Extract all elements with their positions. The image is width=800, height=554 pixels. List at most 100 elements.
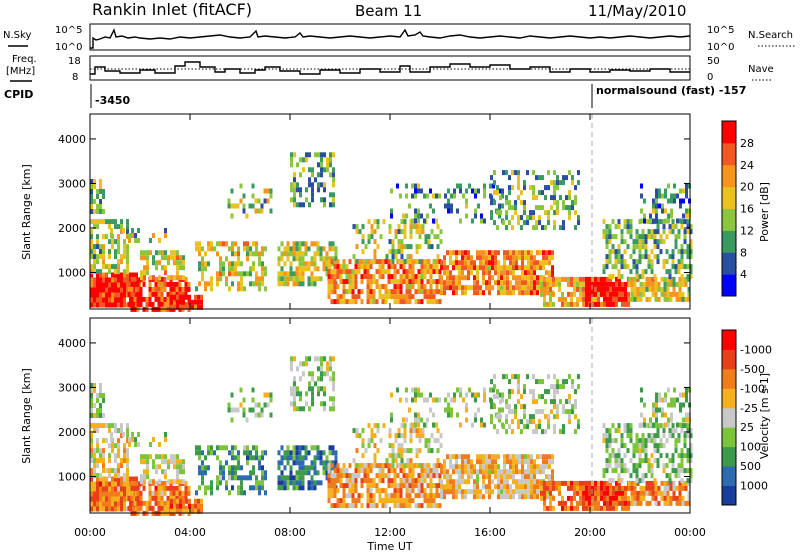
power-cell (327, 264, 331, 270)
velocity-cell (524, 479, 527, 485)
power-cell (198, 261, 201, 267)
power-cell (394, 229, 398, 235)
power-cell (490, 210, 493, 216)
power-cell (252, 261, 255, 267)
power-cell (96, 292, 99, 298)
power-cell (260, 203, 264, 209)
power-cell (169, 286, 173, 292)
power-cell (348, 279, 352, 285)
power-cell (90, 287, 93, 293)
power-cell (405, 213, 408, 219)
power-cell (420, 289, 424, 295)
power-cell (333, 299, 337, 305)
velocity-cell (164, 432, 167, 437)
velocity-cell (420, 473, 424, 479)
power-cell (414, 208, 417, 214)
velocity-cell (397, 448, 401, 454)
power-cell (571, 175, 574, 181)
velocity-cell (391, 458, 395, 464)
power-cell (280, 241, 284, 247)
velocity-cell (467, 459, 470, 465)
velocity-cell (657, 485, 661, 491)
power-cell (562, 180, 565, 186)
power-cell (479, 290, 482, 296)
velocity-cell (657, 490, 661, 496)
velocity-cell (134, 437, 137, 442)
velocity-cell (523, 384, 526, 390)
velocity-cell (550, 409, 553, 415)
nsky-tick-top: 10^5 (55, 25, 82, 36)
velocity-cell (461, 459, 464, 465)
power-cell (432, 193, 435, 199)
velocity-cell (594, 480, 597, 486)
power-cell (414, 213, 417, 219)
x-tick-label: 20:00 (574, 526, 606, 539)
power-cell (654, 286, 658, 292)
power-cell (602, 264, 606, 270)
power-cell (298, 256, 302, 262)
velocity-cell (665, 463, 669, 469)
velocity-cell (96, 463, 99, 469)
velocity-cell (505, 419, 508, 425)
power-cell (330, 289, 334, 295)
velocity-cell (411, 463, 415, 469)
power-cell (99, 254, 102, 260)
velocity-cell (436, 438, 440, 444)
power-cell (313, 266, 317, 272)
power-cell (391, 244, 395, 250)
power-cell (530, 260, 533, 266)
velocity-cell (536, 494, 539, 500)
velocity-cell (503, 484, 506, 490)
velocity-cell (117, 506, 120, 512)
power-cell (656, 259, 660, 265)
velocity-cell (185, 498, 188, 504)
power-cell (243, 286, 246, 292)
power-cell (550, 180, 553, 186)
power-cell (650, 229, 654, 235)
power-cell (624, 281, 627, 287)
power-cell (659, 234, 663, 240)
power-cell (689, 249, 693, 255)
power-cell (102, 219, 105, 225)
power-cell (201, 256, 204, 262)
velocity-cell (474, 417, 477, 423)
power-cell (533, 280, 536, 286)
velocity-cell (96, 443, 99, 449)
power-cell (540, 291, 543, 297)
velocity-cell (535, 399, 538, 405)
velocity-cell (200, 503, 203, 509)
velocity-cell (210, 450, 213, 456)
velocity-cell (562, 424, 565, 430)
velocity-cell (201, 460, 204, 466)
power-colorbar-tick: 28 (740, 137, 754, 150)
velocity-cell (479, 464, 482, 470)
velocity-cell (99, 506, 102, 512)
velocity-cell (423, 488, 427, 494)
power-cell (606, 291, 609, 297)
power-cell (541, 190, 544, 196)
power-cell (219, 276, 222, 282)
power-cell (521, 290, 524, 296)
velocity-cell (219, 480, 222, 486)
velocity-cell (178, 490, 182, 496)
velocity-cell (405, 483, 409, 489)
power-cell (609, 286, 612, 292)
power-cell (636, 296, 640, 302)
power-cell (143, 265, 146, 271)
velocity-cell (470, 464, 473, 470)
velocity-cell (204, 455, 207, 461)
power-cell (467, 275, 470, 281)
velocity-cell (319, 480, 323, 486)
velocity-cell (158, 442, 161, 447)
velocity-cell (671, 428, 675, 434)
velocity-cell (295, 460, 299, 466)
power-cell (325, 271, 329, 277)
power-cell (155, 260, 158, 266)
velocity-cell (588, 485, 591, 491)
power-cell (667, 183, 670, 189)
power-cell (520, 215, 523, 221)
velocity-cell (543, 485, 546, 491)
power-cell (670, 193, 673, 199)
velocity-cell (261, 455, 264, 461)
velocity-cell (234, 470, 237, 476)
